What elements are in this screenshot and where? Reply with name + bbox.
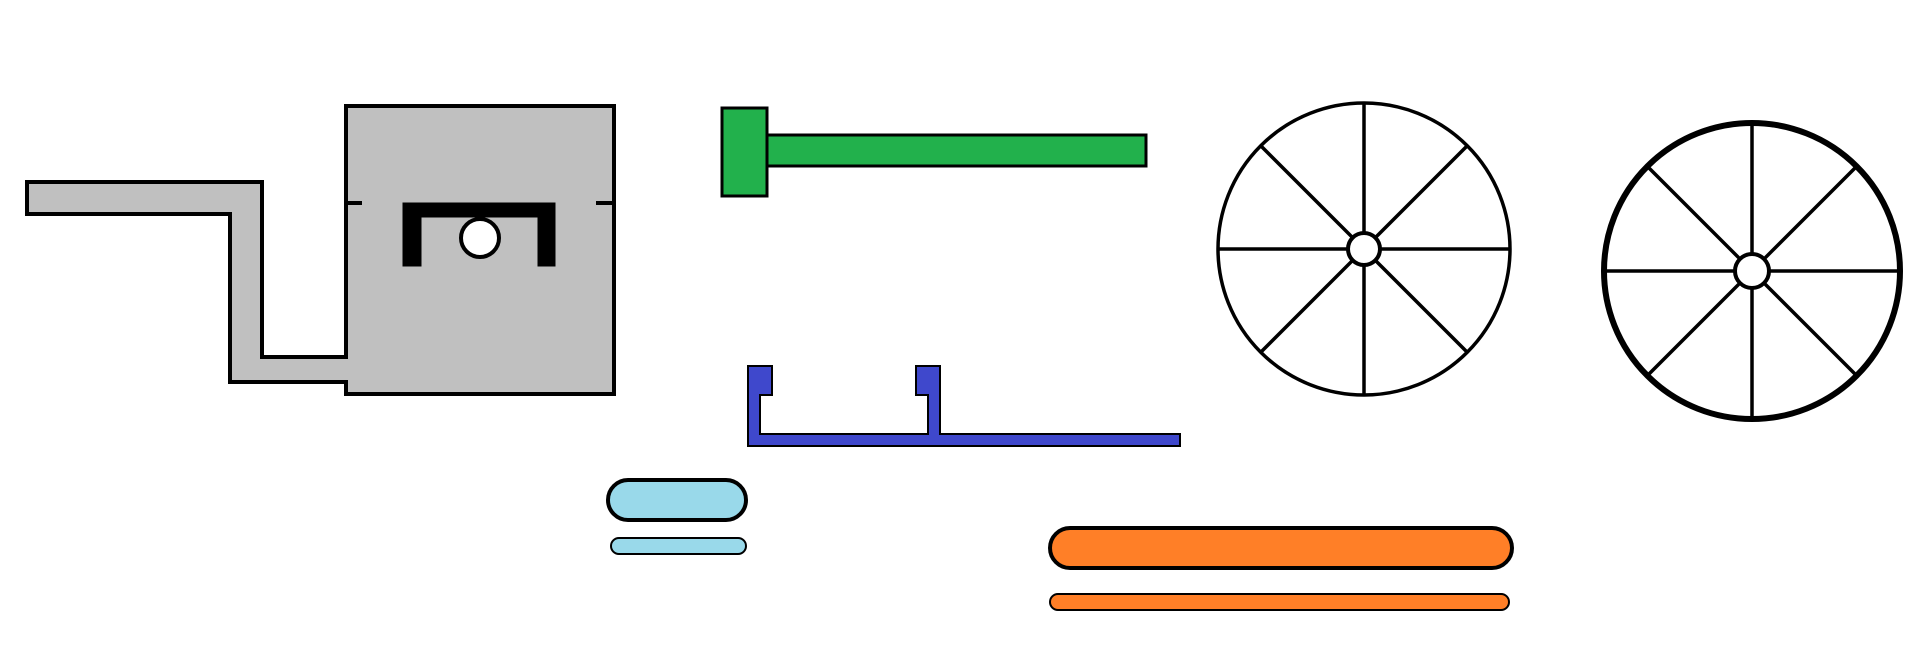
light-blue-capsule-large [606, 478, 748, 522]
joint-fill [343, 359, 349, 380]
t-bar-shaft [760, 133, 1148, 168]
orange-capsule-large [1048, 526, 1514, 570]
light-blue-capsule-small [610, 537, 747, 555]
bracket-arm [25, 180, 348, 384]
housing-with-bracket [25, 104, 616, 396]
blue-channel-bracket [747, 365, 1181, 447]
wheel-hub [1733, 252, 1771, 290]
spoked-wheel-thin-rim [1216, 101, 1512, 397]
spoked-wheel-thick-rim [1601, 120, 1903, 422]
channel-profile [747, 365, 1181, 447]
t-bar-head [720, 106, 769, 198]
green-t-bar [720, 106, 1148, 198]
clamp-bracket [402, 202, 556, 267]
pivot-hole [459, 217, 501, 259]
orange-capsule-small [1049, 593, 1510, 611]
wheel-hub [1346, 231, 1382, 267]
